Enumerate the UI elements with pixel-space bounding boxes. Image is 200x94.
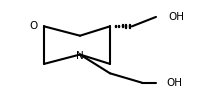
Text: OH: OH <box>168 12 184 22</box>
Text: N: N <box>76 51 84 61</box>
Text: OH: OH <box>166 78 182 88</box>
Text: O: O <box>30 21 38 31</box>
